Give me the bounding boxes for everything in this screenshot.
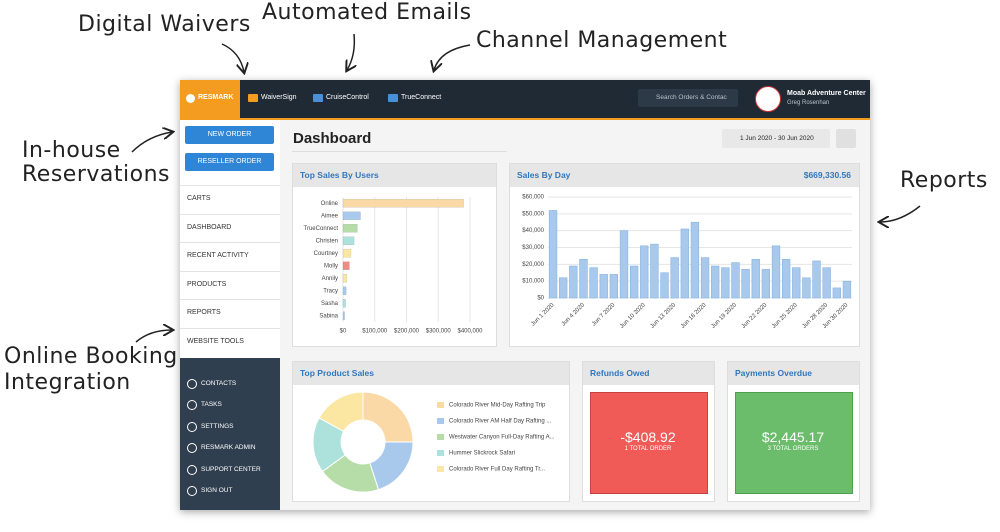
menu-item[interactable]: DASHBOARD	[187, 223, 232, 231]
menu-item[interactable]: SUPPORT CENTER	[201, 465, 261, 473]
title-rule	[292, 151, 507, 152]
menu-icon	[187, 400, 197, 411]
arrow	[880, 205, 921, 222]
menu-icon	[187, 464, 197, 475]
annotation: Automated Emails	[262, 0, 472, 25]
panel-title: Payments Overdue	[735, 368, 813, 378]
menu-item[interactable]: RECENT ACTIVITY	[187, 252, 249, 259]
search-placeholder: Search Orders & Contac	[656, 94, 727, 101]
panel	[292, 163, 497, 347]
menu-separator	[180, 327, 280, 329]
payments-amount: $2,445.17	[761, 429, 825, 445]
tab[interactable]: CruiseControl	[326, 94, 369, 101]
menu-icon	[187, 443, 197, 454]
payments-note: 3 TOTAL ORDERS	[767, 446, 819, 452]
brand-name: RESMARK	[198, 94, 234, 101]
menu-item[interactable]: REPORTS	[187, 309, 221, 316]
search-box[interactable]	[638, 89, 738, 107]
sidebar-button[interactable]: RESELLER ORDER	[185, 153, 274, 171]
menu-item[interactable]: CARTS	[187, 195, 211, 202]
brand-logo	[186, 94, 195, 103]
annotation: Digital Waivers	[78, 12, 251, 37]
annotation: Online Booking	[4, 344, 178, 369]
panel-header	[293, 362, 569, 385]
annotation: Reservations	[22, 162, 170, 187]
arrow	[347, 33, 354, 70]
sales-total: $669,330.56	[803, 170, 851, 180]
tab-icon	[388, 94, 398, 102]
tab[interactable]: TrueConnect	[401, 94, 442, 101]
tab-icon	[248, 94, 258, 102]
menu-item[interactable]: SETTINGS	[201, 422, 234, 430]
menu-item[interactable]: SIGN OUT	[201, 487, 233, 494]
tab-icon	[313, 94, 323, 102]
panel-title: Refunds Owed	[590, 368, 650, 378]
menu-icon	[187, 486, 197, 496]
page-title: Dashboard	[293, 130, 372, 147]
panel-header	[510, 164, 859, 187]
annotation: Channel Management	[476, 28, 728, 53]
menu-item[interactable]: WEBSITE TOOLS	[187, 337, 244, 345]
filter-button[interactable]	[836, 129, 856, 148]
menu-item[interactable]: PRODUCTS	[187, 280, 227, 288]
menu-item[interactable]: CONTACTS	[201, 380, 237, 387]
payments-card[interactable]	[735, 392, 853, 494]
arrow	[221, 43, 244, 72]
account-user: Greg Rosenhan	[787, 100, 830, 106]
date-range-text: 1 Jun 2020 - 30 Jun 2020	[740, 135, 814, 142]
arrow	[131, 132, 172, 153]
refunds-card[interactable]	[590, 392, 708, 494]
annotation: Reports	[900, 168, 988, 193]
account-name: Moab Adventure Center	[787, 90, 866, 97]
panel-header	[728, 362, 859, 385]
panel-header	[293, 164, 496, 187]
annotation: In-house	[22, 138, 121, 163]
menu-item[interactable]: TASKS	[201, 401, 222, 409]
menu-separator	[180, 270, 280, 272]
arrow	[434, 44, 471, 70]
menu-separator	[180, 185, 280, 186]
arrow	[135, 330, 172, 343]
menu-icon	[187, 421, 197, 432]
panel-header	[583, 362, 714, 385]
menu-icon	[187, 379, 197, 389]
menu-separator	[180, 242, 280, 243]
panel-title: Top Sales By Users	[300, 170, 379, 180]
tab[interactable]: WaiverSign	[261, 94, 297, 101]
panel-title: Sales By Day	[517, 170, 571, 180]
panel-title: Top Product Sales	[300, 368, 374, 378]
date-range[interactable]	[722, 129, 830, 148]
refunds-amount: -$408.92	[620, 429, 676, 445]
menu-item[interactable]: RESMARK ADMIN	[201, 444, 256, 452]
menu-separator	[180, 299, 280, 300]
annotation: Integration	[4, 370, 131, 395]
sidebar-button[interactable]: NEW ORDER	[185, 126, 274, 144]
menu-separator	[180, 213, 280, 215]
panel	[509, 163, 860, 347]
account-avatar[interactable]	[755, 86, 781, 112]
refunds-note: 1 TOTAL ORDER	[624, 446, 672, 452]
